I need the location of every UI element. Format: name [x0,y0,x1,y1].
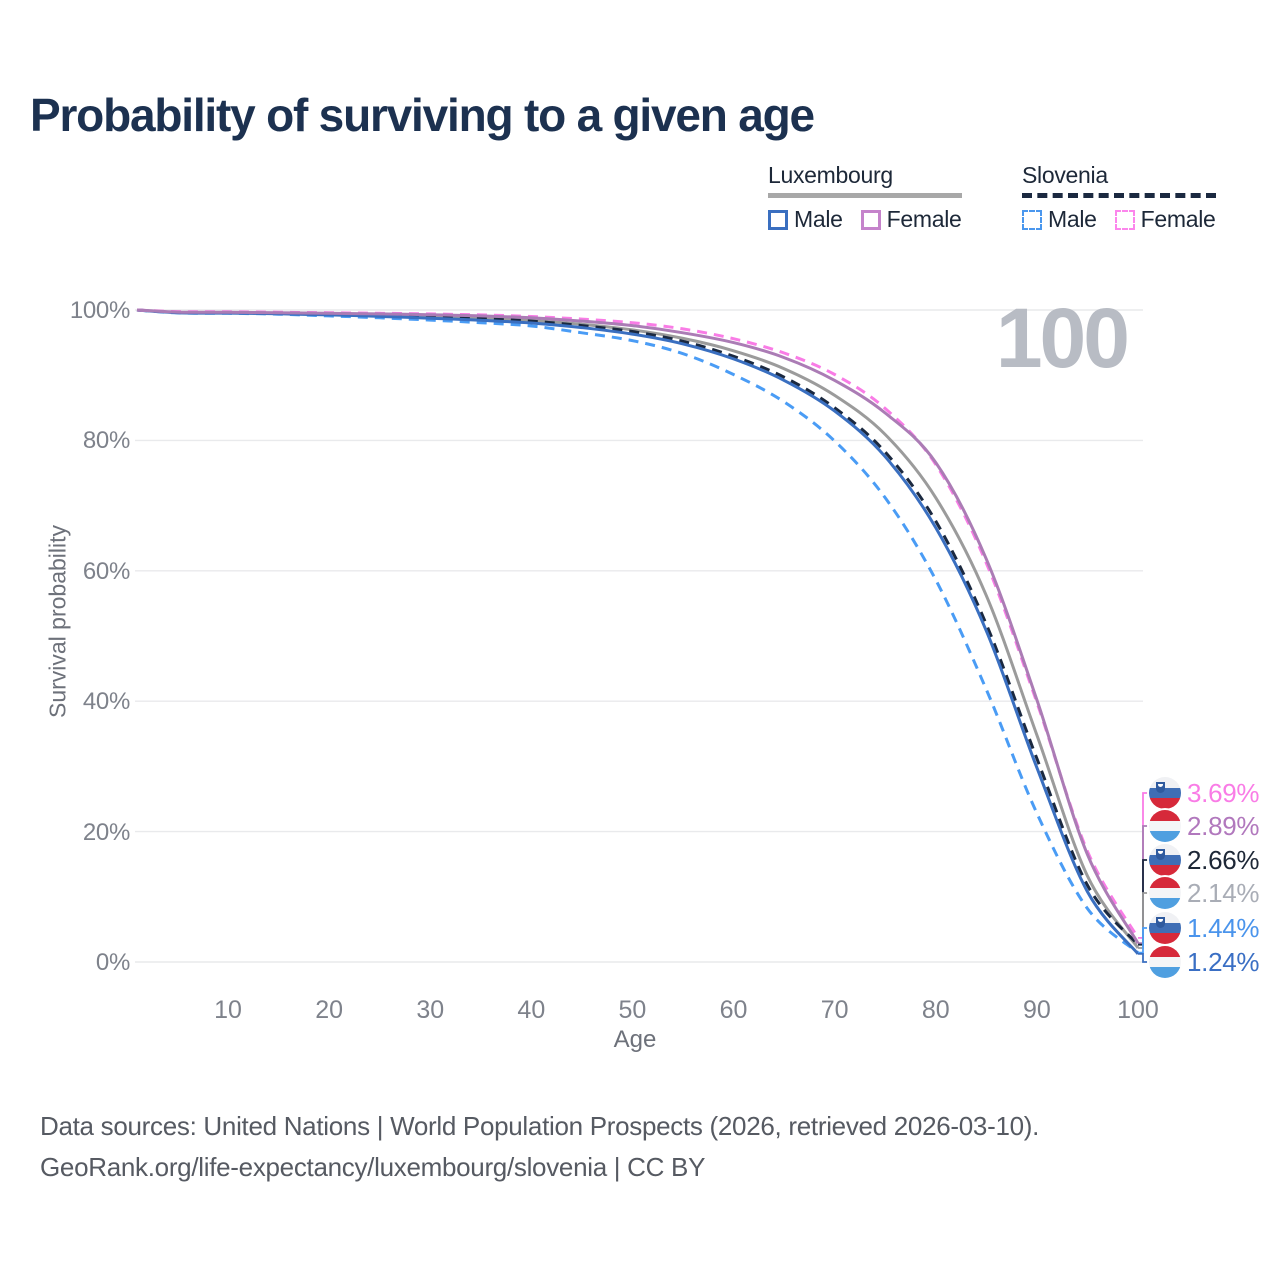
data-source-line: Data sources: United Nations | World Pop… [40,1111,1040,1141]
legend-toggle-slovenia-male[interactable]: Male [1022,206,1097,233]
y-tick-20: 20% [82,818,130,846]
end-value-label: 1.24% [1187,946,1260,977]
attribution-line: GeoRank.org/life-expectancy/luxembourg/s… [40,1152,706,1182]
legend-toggle-slovenia-female[interactable]: Female [1114,206,1216,233]
end-value-label: 3.69% [1187,777,1260,808]
x-tick-80: 80 [921,996,950,1024]
luxembourg-flag-icon [1149,810,1181,842]
end-value-label: 1.44% [1187,912,1260,943]
footer: Data sources: United Nations | World Pop… [40,1106,1039,1188]
legend-group-slovenia: Slovenia Male Female [1022,162,1216,233]
x-tick-20: 20 [315,996,343,1024]
legend-toggle-luxembourg-male[interactable]: Male [768,206,843,233]
end-connector-lu_male [1137,953,1152,963]
curve-si_total [136,308,1140,946]
x-tick-100: 100 [1117,996,1159,1024]
legend-item-label: Female [1140,206,1216,232]
coat-of-arms [1156,849,1165,860]
end-value-label: 2.66% [1187,844,1260,875]
end-label-row-luxembourg: 2.89% [1149,809,1260,843]
legend-item-label: Female [886,206,962,232]
legend-checkbox-icon[interactable] [1022,209,1042,230]
end-value-label: 2.14% [1187,877,1260,908]
x-tick-60: 60 [719,996,748,1024]
legend-checkbox-icon[interactable] [1114,209,1135,230]
curve-lu_female [136,308,1140,944]
y-tick-100: 100% [69,297,130,324]
x-axis-title: Age [613,1026,657,1053]
y-tick-80: 80% [82,427,130,455]
x-tick-50: 50 [618,996,647,1024]
legend-item-label: Male [1048,206,1097,232]
end-label-row-luxembourg: 2.14% [1149,876,1260,910]
x-tick-10: 10 [214,996,242,1024]
end-label-row-slovenia: 2.66% [1149,843,1260,877]
x-tick-90: 90 [1022,996,1051,1024]
y-tick-60: 60% [82,557,130,585]
curve-si_female [136,308,1140,939]
legend-luxembourg-line-sample [768,193,962,198]
legend-toggle-luxembourg-female[interactable]: Female [860,206,962,233]
legend-country-label: Slovenia [1022,162,1108,188]
legend-country-label: Luxembourg [768,162,893,188]
end-label-row-luxembourg: 1.24% [1149,945,1260,979]
legend-slovenia-line-sample [1022,193,1216,198]
luxembourg-flag-icon [1149,946,1181,978]
coat-of-arms [1156,917,1165,928]
end-connector-lu_total [1137,892,1152,949]
slovenia-flag-icon [1149,912,1181,944]
legend-items: Male Female [1022,206,1216,233]
luxembourg-flag-icon [1149,877,1181,909]
age-counter-watermark: 100 [995,291,1130,385]
x-tick-30: 30 [416,996,445,1024]
curve-lu_male [136,308,1140,955]
end-label-row-slovenia: 1.44% [1149,911,1260,945]
x-tick-40: 40 [517,996,546,1024]
slovenia-flag-icon [1149,777,1181,809]
end-value-label: 2.89% [1187,810,1260,841]
end-connector-si_male [1137,927,1152,954]
legend-group-luxembourg: Luxembourg Male Female [768,162,962,233]
legend-items: Male Female [768,206,962,233]
x-tick-70: 70 [820,996,849,1024]
end-label-row-slovenia: 3.69% [1149,776,1260,810]
legend-item-label: Male [794,206,843,232]
y-tick-40: 40% [82,688,130,716]
y-tick-0: 0% [95,949,130,976]
page-title: Probability of surviving to a given age [30,89,815,141]
legend-checkbox-icon[interactable] [768,209,788,230]
coat-of-arms [1156,782,1165,793]
legend-checkbox-icon[interactable] [860,209,881,230]
slovenia-flag-icon [1149,844,1181,876]
